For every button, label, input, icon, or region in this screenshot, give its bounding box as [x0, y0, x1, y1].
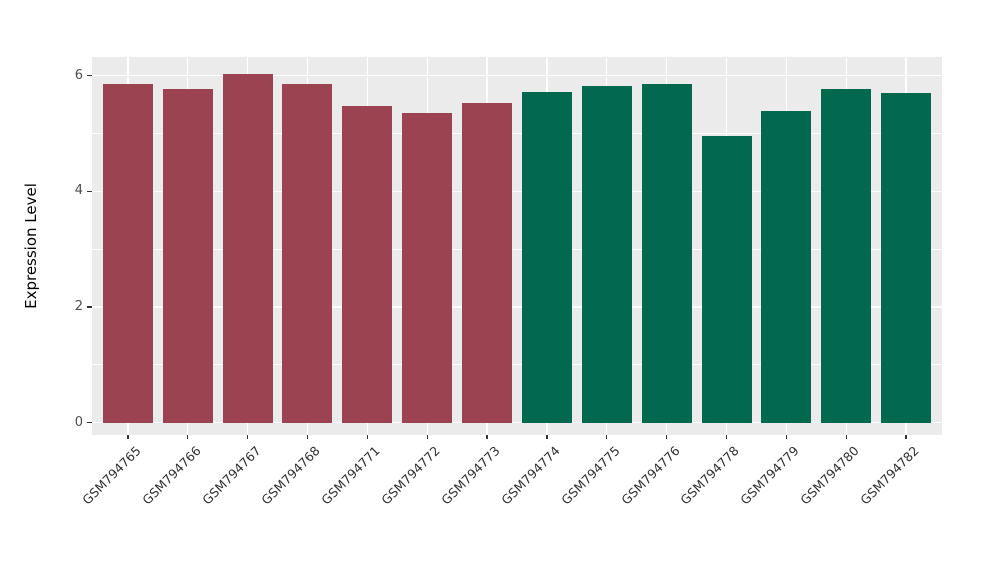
x-axis-tick-label: GSM794779 — [737, 443, 802, 508]
x-tick-mark — [665, 435, 668, 439]
x-tick-mark — [426, 435, 428, 439]
bar-GSM794773 — [462, 103, 513, 423]
x-axis-tick-label: GSM794774 — [498, 443, 563, 508]
y-tick-mark — [87, 306, 92, 308]
x-tick-mark — [606, 435, 608, 439]
bar-GSM794766 — [162, 89, 213, 423]
x-axis-tick-label: GSM794771 — [318, 443, 383, 508]
x-axis-tick-label: GSM794772 — [378, 443, 443, 508]
x-axis-tick-label: GSM794778 — [677, 443, 743, 508]
x-axis-tick-label: GSM794765 — [79, 443, 144, 508]
plot-panel — [92, 57, 942, 435]
x-tick-mark — [187, 435, 189, 439]
bar-GSM794772 — [402, 113, 453, 423]
x-tick-mark — [546, 435, 548, 439]
y-axis-tick-label: 2 — [74, 298, 83, 314]
x-axis-tick-label: GSM794766 — [138, 443, 204, 508]
x-tick-mark — [725, 435, 728, 439]
bar-GSM794767 — [222, 73, 273, 423]
x-axis-tick-label: GSM794782 — [857, 443, 922, 508]
x-axis-tick-label: GSM794780 — [797, 443, 862, 508]
x-tick-mark — [905, 435, 907, 439]
y-major-gridline — [92, 74, 942, 77]
y-tick-mark — [87, 422, 92, 424]
x-axis-tick-label: GSM794773 — [438, 443, 503, 508]
x-tick-mark — [845, 435, 847, 439]
x-tick-mark — [366, 435, 368, 439]
y-minor-gridline — [92, 364, 942, 366]
y-major-gridline — [92, 190, 942, 192]
bar-GSM794776 — [641, 83, 692, 423]
x-tick-mark — [306, 435, 309, 439]
bar-GSM794782 — [881, 92, 932, 423]
y-tick-mark — [87, 190, 92, 192]
bar-GSM794780 — [821, 89, 872, 423]
bar-GSM794765 — [102, 84, 153, 423]
bar-GSM794768 — [282, 84, 333, 423]
x-tick-mark — [127, 435, 129, 439]
x-tick-mark — [246, 435, 249, 439]
x-axis-tick-label: GSM794775 — [557, 443, 623, 508]
y-major-gridline — [92, 421, 942, 424]
bar-GSM794774 — [521, 92, 572, 423]
y-axis-tick-label: 4 — [74, 183, 83, 199]
y-axis-tick-label: 6 — [74, 67, 83, 83]
bar-GSM794775 — [581, 85, 632, 423]
y-axis-title: Expression Level — [22, 183, 40, 309]
y-minor-gridline — [92, 133, 942, 134]
x-axis-tick-label: GSM794768 — [258, 443, 324, 508]
bar-GSM794779 — [761, 110, 812, 423]
y-tick-mark — [87, 74, 92, 77]
bar-GSM794771 — [342, 105, 393, 423]
x-axis-tick-label: GSM794767 — [198, 443, 264, 508]
y-axis-tick-label: 0 — [74, 414, 83, 430]
x-tick-mark — [785, 435, 787, 439]
bar-GSM794778 — [701, 135, 752, 423]
x-axis-tick-label: GSM794776 — [617, 443, 683, 508]
y-minor-gridline — [92, 248, 942, 250]
x-tick-mark — [486, 435, 488, 439]
y-major-gridline — [92, 306, 942, 308]
